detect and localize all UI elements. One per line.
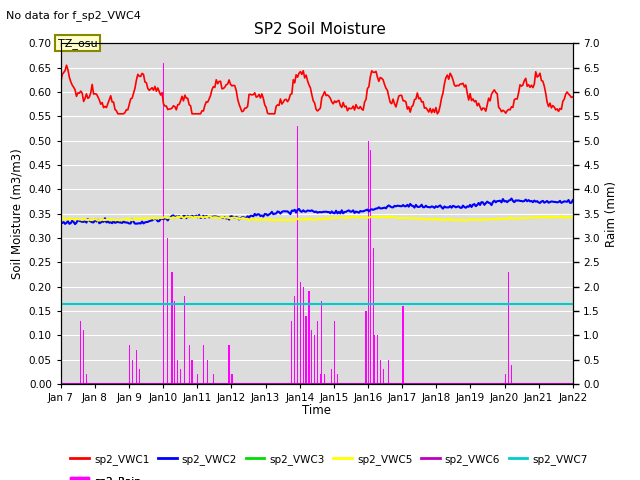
Bar [403, 306, 404, 384]
Bar [197, 374, 198, 384]
Bar [334, 321, 335, 384]
Bar [180, 370, 181, 384]
X-axis label: Time: Time [302, 405, 332, 418]
Bar [163, 63, 164, 384]
Bar [203, 345, 204, 384]
Bar [184, 296, 186, 384]
Bar [86, 374, 87, 384]
Bar [508, 272, 509, 384]
Bar [189, 345, 190, 384]
Bar [297, 126, 298, 384]
Bar [370, 150, 371, 384]
Bar [300, 282, 301, 384]
Bar [320, 374, 321, 384]
Bar [511, 364, 512, 384]
Bar [377, 336, 378, 384]
Bar [308, 291, 310, 384]
Bar [207, 360, 208, 384]
Bar [83, 330, 84, 384]
Bar [291, 321, 292, 384]
Text: No data for f_sp2_VWC4: No data for f_sp2_VWC4 [6, 10, 141, 21]
Bar [368, 141, 369, 384]
Bar [365, 311, 367, 384]
Bar [131, 360, 132, 384]
Bar [380, 360, 381, 384]
Bar [228, 345, 230, 384]
Bar [311, 330, 312, 384]
Bar [388, 360, 389, 384]
Y-axis label: Soil Moisture (m3/m3): Soil Moisture (m3/m3) [10, 148, 23, 279]
Bar [294, 296, 295, 384]
Bar [374, 336, 375, 384]
Bar [372, 248, 374, 384]
Bar [303, 287, 304, 384]
Bar [321, 301, 323, 384]
Bar [174, 301, 175, 384]
Bar [167, 238, 168, 384]
Bar [129, 345, 130, 384]
Text: TZ_osu: TZ_osu [58, 37, 98, 48]
Bar [136, 350, 137, 384]
Bar [337, 374, 338, 384]
Bar [317, 321, 318, 384]
Bar [212, 374, 214, 384]
Bar [191, 360, 193, 384]
Bar [305, 316, 307, 384]
Legend: sp2_Rain: sp2_Rain [66, 472, 145, 480]
Y-axis label: Raim (mm): Raim (mm) [605, 180, 618, 247]
Bar [331, 370, 332, 384]
Bar [505, 374, 506, 384]
Text: SP2 Soil Moisture: SP2 Soil Moisture [254, 22, 386, 36]
Bar [324, 374, 325, 384]
Bar [139, 370, 140, 384]
Bar [231, 374, 232, 384]
Bar [172, 272, 173, 384]
Bar [314, 336, 316, 384]
Bar [80, 321, 81, 384]
Bar [177, 360, 179, 384]
Bar [383, 370, 384, 384]
